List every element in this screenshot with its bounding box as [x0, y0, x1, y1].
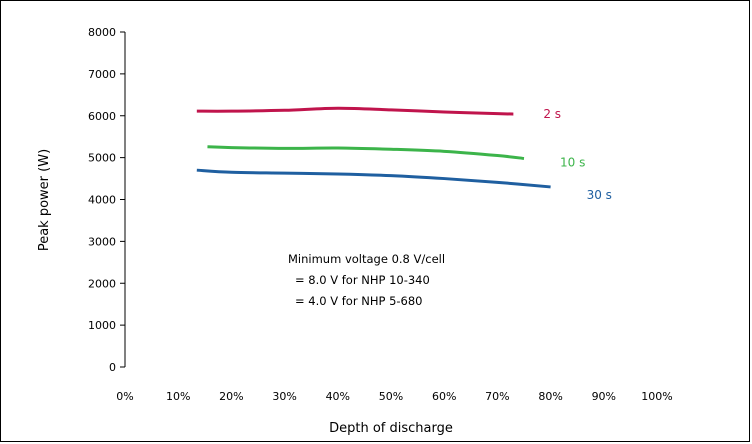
annotation-text: Minimum voltage 0.8 V/cell = 8.0 V for NH… — [288, 252, 445, 308]
y-tick-label: 2000 — [88, 277, 116, 290]
x-axis-title: Depth of discharge — [329, 421, 453, 436]
x-tick-label: 30% — [272, 390, 296, 403]
y-tick-label: 7000 — [88, 68, 116, 81]
y-tick-label: 5000 — [88, 152, 116, 165]
series-line-30s — [196, 168, 551, 189]
y-tick-label: 3000 — [88, 235, 116, 248]
x-tick-label: 60% — [432, 390, 456, 403]
y-tick-label: 1000 — [88, 319, 116, 332]
series-label-2s: 2 s — [543, 107, 561, 121]
y-axis-ticks: 0 1000 2000 3000 4000 5000 6000 7000 8000 — [88, 26, 125, 374]
series-label-30s: 30 s — [587, 188, 612, 202]
annotation-line: = 8.0 V for NHP 10-340 — [295, 273, 430, 287]
x-tick-label: 50% — [379, 390, 403, 403]
x-tick-label: 0% — [116, 390, 133, 403]
x-tick-label: 100% — [641, 390, 672, 403]
y-tick-label: 8000 — [88, 26, 116, 39]
x-tick-label: 20% — [219, 390, 243, 403]
x-tick-label: 70% — [485, 390, 509, 403]
x-axis-ticks: 0% 10% 20% 30% 40% 50% 60% 70% 80% 90% 100% — [116, 390, 672, 403]
y-axis-title: Peak power (W) — [37, 149, 52, 251]
series-line-10s — [207, 145, 525, 160]
x-tick-label: 10% — [166, 390, 190, 403]
annotation-line: = 4.0 V for NHP 5-680 — [295, 294, 422, 308]
annotation-line: Minimum voltage 0.8 V/cell — [288, 252, 445, 266]
series-line-2s — [196, 106, 514, 116]
series-label-10s: 10 s — [560, 155, 585, 169]
x-tick-label: 80% — [538, 390, 562, 403]
y-tick-label: 6000 — [88, 110, 116, 123]
series-labels: 2 s 10 s 30 s — [543, 107, 612, 202]
x-tick-label: 40% — [326, 390, 350, 403]
y-tick-label: 0 — [109, 361, 116, 374]
x-tick-label: 90% — [592, 390, 616, 403]
y-tick-label: 4000 — [88, 194, 116, 207]
series-lines — [196, 106, 551, 189]
